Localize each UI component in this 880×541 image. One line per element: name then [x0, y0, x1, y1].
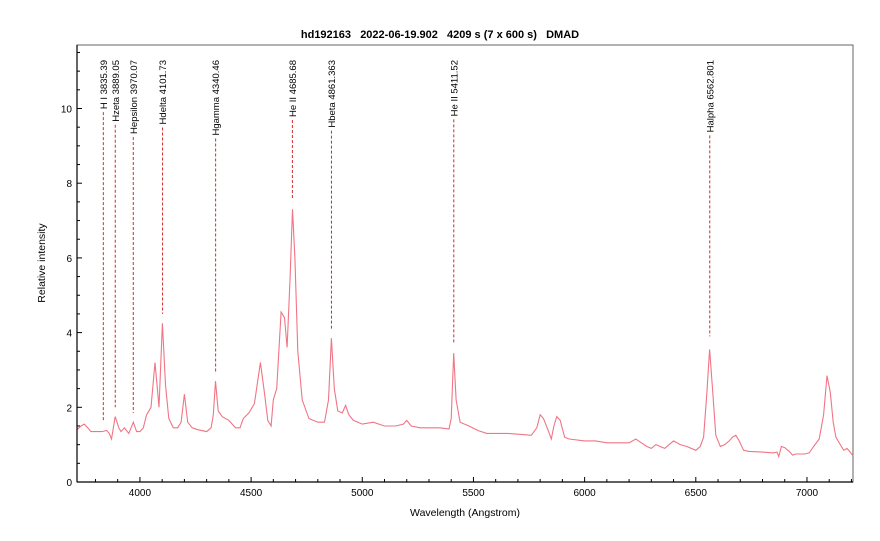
x-tick-label: 4000	[129, 488, 152, 499]
plot-frame	[76, 44, 854, 483]
line-marker-label: He II 5411.52	[449, 60, 460, 116]
x-tick-label: 6000	[573, 488, 596, 499]
line-marker-label: H I 3835.39	[99, 60, 110, 109]
y-tick-label: 0	[66, 478, 72, 489]
x-tick-label: 5500	[462, 488, 485, 499]
line-marker-label: Hepsilon 3970.07	[129, 60, 140, 134]
y-tick-label: 2	[66, 403, 72, 414]
line-markers: H I 3835.39 Hzeta 3889.05 Hepsilon 3970.07…	[99, 60, 716, 421]
spectrum-line	[76, 209, 854, 459]
x-tick-label: 4500	[240, 488, 263, 499]
y-tick-label: 8	[66, 179, 72, 190]
x-tick-label: 7000	[796, 488, 819, 499]
line-marker-label: Hbeta 4861.363	[327, 60, 338, 128]
x-axis-label: Wavelength (Angstrom)	[410, 507, 520, 519]
chart-title: hd192163 2022-06-19.902 4209 s (7 x 600 …	[301, 29, 579, 41]
x-tick-label: 6500	[685, 488, 708, 499]
y-tick-label: 6	[66, 254, 72, 265]
y-tick-label: 4	[66, 329, 72, 340]
y-axis-label: Relative intensity	[36, 223, 48, 303]
x-tick-label: 5000	[351, 488, 374, 499]
axis-ticks: 4000 4500 5000 5500 6000 6500 7000 0 2 4 6 8 10	[61, 51, 852, 499]
line-marker-label: Hzeta 3889.05	[111, 60, 122, 122]
line-marker-label: Hgamma 4340.46	[211, 60, 222, 136]
line-marker-label: Hdelta 4101.73	[158, 60, 169, 124]
line-marker-label: He II 4685.68	[288, 60, 299, 117]
line-marker-label: Halpha 6562.801	[705, 60, 716, 132]
y-tick-label: 10	[61, 104, 73, 115]
